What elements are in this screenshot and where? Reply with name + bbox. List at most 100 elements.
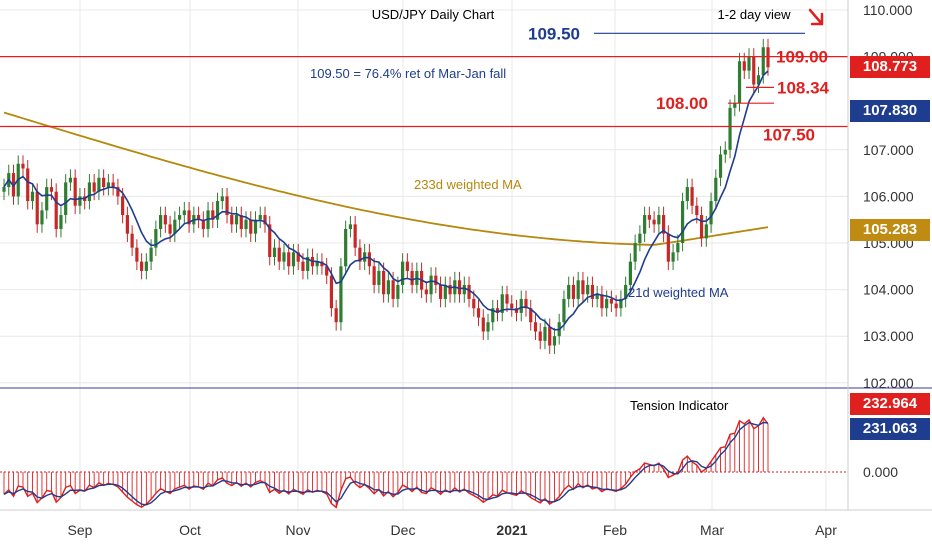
candle-body [45,187,49,211]
candle-body [377,270,381,285]
candle-body [382,270,386,295]
grid [0,0,848,510]
candle-body [78,196,82,206]
candle-body [315,261,319,267]
candle-body [40,210,44,225]
candle-body [291,252,296,267]
candle-body [538,331,542,341]
candle-body [106,182,110,188]
ma233-polyline [3,111,769,246]
candle-body [472,298,476,309]
candle-body [685,187,689,202]
candle-body [92,182,96,192]
candle-body [609,298,614,304]
candle-body [500,294,504,313]
candle-body [182,210,186,216]
candle-body [211,210,215,220]
candle-body [676,243,680,253]
candle-body [258,215,262,220]
candle-body [581,280,585,295]
candle-body [714,177,718,202]
candle-body [424,289,428,295]
candle-body [448,284,452,295]
candle-body [149,247,153,262]
price-tag-ma21: 107.830 [850,100,930,123]
y-tick-label: 107.000 [863,142,914,158]
candle-body [116,187,120,197]
candle-body [49,187,54,192]
down-arrow-icon [808,8,824,26]
candle-body [529,308,533,323]
candle-body [334,308,338,323]
candle-body [633,243,637,262]
candle-body [158,215,163,230]
labels: USD/JPY Daily Chart 1-2 day view 109.50 … [310,7,791,413]
candle-body [643,215,647,234]
candle-body [234,215,239,225]
x-tick-label: Dec [391,522,416,538]
candle-body [652,219,656,225]
candle-body [249,219,253,234]
candle-body [567,284,571,299]
candle-body [457,280,462,295]
candle-body [372,266,376,285]
candle-body [239,215,243,230]
candle-body [576,280,580,299]
x-tick-label: Feb [603,522,627,538]
candle-body [344,229,348,267]
candle-body [761,47,765,76]
candle-body [225,196,229,216]
candle-body [154,229,158,248]
candle-body [59,215,63,230]
candle-body [476,308,481,318]
tension-indicator-pane: 0.000 [0,416,898,509]
candle-body [220,196,224,202]
candle-body [600,294,604,309]
indicator-red-line [3,416,769,509]
candle-body [510,303,514,309]
candle-body [756,75,761,85]
indicator-zero-label: 0.000 [863,464,898,480]
candle-body [728,107,732,150]
y-tick-label: 104.000 [863,282,914,298]
candle-body [196,215,201,220]
candle-body [102,177,106,188]
candle-body [495,308,500,313]
candle-body [524,298,528,309]
candle-body [35,191,39,225]
candle-body [125,215,129,234]
ma233-line [3,111,769,246]
candle-body [671,252,675,262]
price-tag-ma233: 105.283 [850,218,930,241]
indicator-tag-blue: 231.063 [850,418,930,440]
levels: 109.50 109.00 108.34 108.00 107.50 [0,8,848,145]
candle-body [320,261,324,267]
candle-body [396,284,400,299]
candle-body [614,303,618,309]
candle-body [21,163,25,169]
chart-title: USD/JPY Daily Chart [372,7,495,22]
candle-body [367,252,371,267]
x-tick-label: Oct [179,522,201,538]
ma21-label: 21d weighted MA [628,285,729,300]
candle-body [201,219,205,230]
candle-body [187,210,191,225]
candle-body [638,233,642,243]
candle-body [26,168,30,202]
candle-body [163,215,167,225]
x-tick-label: Apr [815,522,837,538]
candle-body [723,149,727,155]
candle-body [481,317,485,332]
candle-body [666,233,670,262]
candle-body [429,275,433,295]
candle-body [339,266,343,323]
candle-body [130,233,134,248]
candle-body [491,308,495,323]
candle-body [272,247,277,257]
candle-body [505,294,509,304]
candle-body [296,252,300,262]
candle-body [747,56,751,71]
candle-body [353,224,357,248]
candle-body [628,261,632,285]
candle-body [64,182,68,216]
